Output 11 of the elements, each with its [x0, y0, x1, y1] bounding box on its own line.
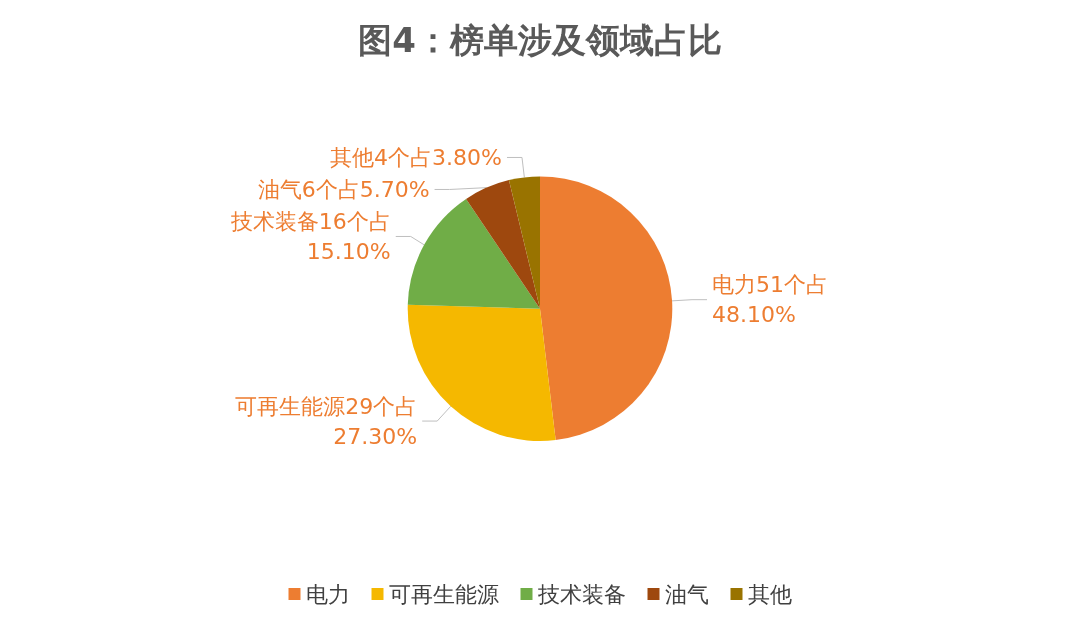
legend-label: 技术装备 — [536, 581, 626, 607]
legend-label: 可再生能源 — [388, 581, 499, 607]
data-label: 其他4个占3.80% — [330, 144, 502, 170]
data-label: 可再生能源29个占27.30% — [235, 393, 418, 449]
legend-label: 其他 — [747, 581, 792, 607]
data-label: 技术装备16个占15.10% — [229, 208, 391, 264]
legend-label: 电力 — [305, 581, 350, 607]
legend-label: 油气 — [664, 581, 709, 607]
chart-title: 图4：榜单涉及领域占比 — [358, 20, 722, 60]
data-label: 油气6个占5.70% — [257, 176, 430, 202]
data-label: 电力51个占48.10% — [712, 272, 829, 328]
